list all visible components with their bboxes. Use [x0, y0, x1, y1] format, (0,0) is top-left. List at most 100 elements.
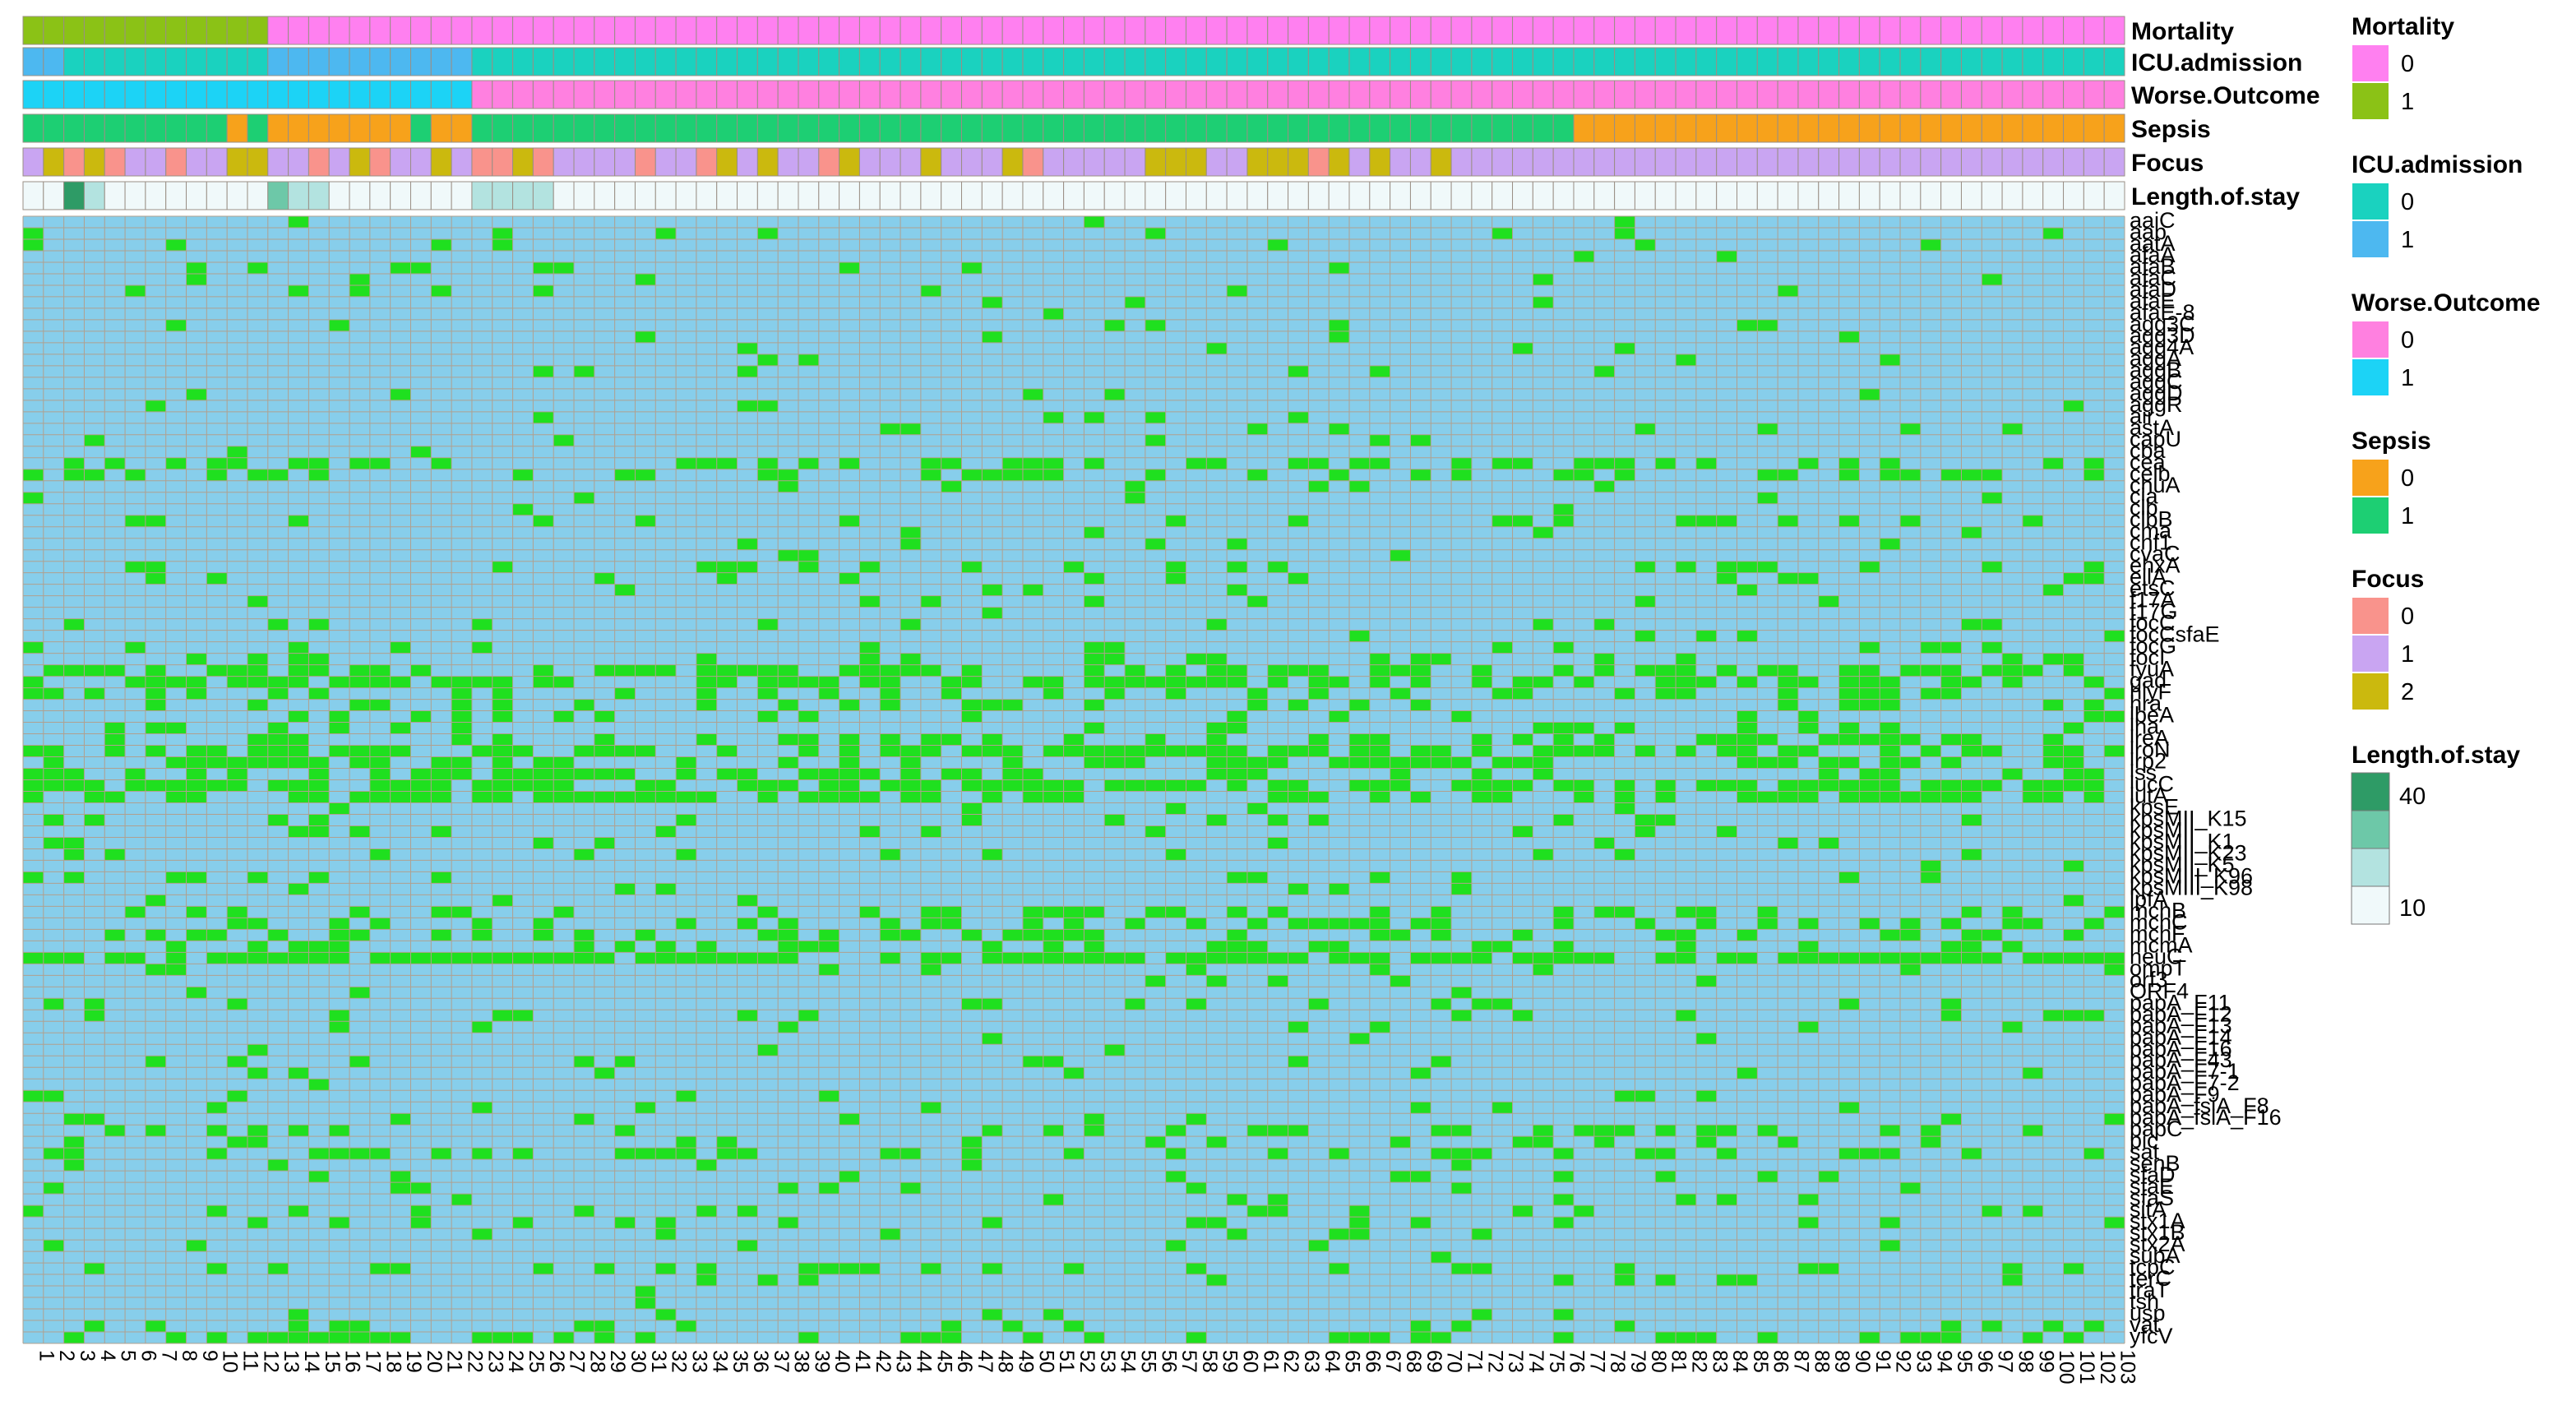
- anno-cell-sepsis: [308, 113, 330, 143]
- anno-cell-focus: [430, 147, 452, 177]
- anno-cell-length-of-stay: [858, 181, 881, 210]
- column-label: 70: [1443, 1350, 1466, 1373]
- heatmap-cell: [1022, 929, 1043, 941]
- column-label: 95: [1953, 1350, 1976, 1373]
- heatmap-cell: [1349, 952, 1370, 964]
- heatmap-cell: [1676, 354, 1696, 366]
- heatmap-cell: [1084, 216, 1105, 228]
- heatmap-cell: [880, 423, 901, 435]
- heatmap-cell: [1329, 319, 1350, 331]
- heatmap-cell: [1797, 676, 1819, 688]
- heatmap-cell: [329, 1125, 350, 1137]
- heatmap-cell: [1655, 1274, 1676, 1287]
- anno-cell-sepsis: [2022, 113, 2044, 143]
- anno-cell-sepsis: [1450, 113, 1473, 143]
- heatmap-cell: [1695, 676, 1717, 688]
- heatmap-cell: [2002, 653, 2023, 665]
- gene-label-clbb: clbB: [2130, 507, 2173, 532]
- gene-label-terc: terC: [2130, 1266, 2171, 1291]
- anno-cell-sepsis: [1288, 113, 1309, 143]
- heatmap-cell: [1022, 388, 1043, 400]
- anno-cell-sepsis: [409, 113, 432, 143]
- heatmap-cell: [145, 699, 166, 711]
- heatmap-cell: [247, 653, 268, 665]
- heatmap-cell: [1267, 814, 1288, 826]
- heatmap-cell: [1471, 745, 1492, 757]
- legend-gradient-step: [2351, 885, 2390, 925]
- column-label: 7: [157, 1350, 180, 1361]
- heatmap-cell: [431, 756, 452, 769]
- column-label: 86: [1769, 1350, 1792, 1373]
- anno-cell-length-of-stay: [145, 181, 167, 210]
- heatmap-cell: [1982, 745, 2003, 757]
- heatmap-cell: [1695, 733, 1717, 746]
- heatmap-cell: [941, 952, 962, 964]
- legend-label: 0: [2401, 465, 2414, 492]
- heatmap-cell: [43, 1240, 64, 1252]
- gene-label-iucc: iucC: [2130, 771, 2174, 796]
- gene-label-foccsfae: focCsfaE: [2130, 622, 2220, 647]
- anno-cell-sepsis: [83, 113, 105, 143]
- column-label: 75: [1545, 1350, 1568, 1373]
- anno-cell-length-of-stay: [1267, 181, 1289, 210]
- anno-cell-mortality: [839, 16, 860, 45]
- anno-cell-worse-outcome: [165, 80, 187, 109]
- heatmap-cell: [451, 756, 472, 769]
- anno-cell-mortality: [1022, 16, 1044, 45]
- heatmap-cell: [410, 779, 432, 792]
- column-label: 79: [1626, 1350, 1649, 1373]
- heatmap-cell: [2063, 1010, 2084, 1022]
- heatmap-cell: [2042, 745, 2064, 757]
- heatmap-cell: [1288, 952, 1309, 964]
- heatmap-cell: [247, 1125, 268, 1137]
- heatmap-cell: [1797, 457, 1819, 469]
- anno-cell-focus: [1614, 147, 1635, 177]
- heatmap-cell: [614, 883, 636, 895]
- heatmap-cell: [696, 561, 717, 573]
- heatmap-cell: [145, 1320, 166, 1333]
- anno-cell-worse-outcome: [186, 80, 207, 109]
- heatmap-cell: [941, 906, 962, 918]
- anno-cell-focus: [1063, 147, 1085, 177]
- heatmap-cell: [1757, 1332, 1778, 1343]
- heatmap-cell: [1838, 515, 1860, 527]
- heatmap-cell: [186, 653, 207, 665]
- heatmap-cell: [2104, 1113, 2125, 1126]
- heatmap-cell: [349, 987, 370, 999]
- anno-label-worse-outcome: Worse.Outcome: [2131, 82, 2320, 109]
- heatmap-cell: [533, 261, 554, 274]
- anno-cell-length-of-stay: [696, 181, 718, 210]
- anno-cell-worse-outcome: [1756, 80, 1778, 109]
- heatmap-cell: [1757, 791, 1778, 803]
- heatmap-cell: [676, 918, 696, 930]
- heatmap-cell: [1288, 457, 1309, 469]
- anno-cell-worse-outcome: [900, 80, 922, 109]
- heatmap-cell: [349, 1148, 370, 1160]
- heatmap-cell: [1246, 1125, 1268, 1137]
- heatmap-cell: [206, 664, 228, 677]
- anno-cell-mortality: [451, 16, 473, 45]
- heatmap-cell: [329, 918, 350, 930]
- anno-cell-length-of-stay: [1043, 181, 1065, 210]
- heatmap-cell: [1104, 319, 1126, 331]
- heatmap-cell: [1227, 584, 1247, 596]
- heatmap-cell: [1961, 779, 1982, 792]
- anno-cell-icu-admission: [737, 47, 758, 76]
- heatmap-cell: [1533, 848, 1554, 861]
- heatmap-cell: [1227, 538, 1247, 550]
- heatmap-cell: [1329, 676, 1350, 688]
- anno-cell-worse-outcome: [430, 80, 452, 109]
- heatmap-cell: [1145, 676, 1166, 688]
- anno-cell-worse-outcome: [349, 80, 371, 109]
- heatmap-cell: [23, 779, 44, 792]
- heatmap-cell: [1900, 791, 1921, 803]
- anno-cell-icu-admission: [63, 47, 85, 76]
- anno-cell-length-of-stay: [1491, 181, 1514, 210]
- heatmap-cell: [737, 342, 758, 354]
- legend-label: 1: [2401, 227, 2414, 253]
- heatmap-cell: [308, 952, 330, 964]
- heatmap-cell: [757, 354, 779, 366]
- heatmap-cell: [1491, 457, 1513, 469]
- anno-cell-mortality: [737, 16, 758, 45]
- gene-label-sita: sitA: [2130, 1197, 2167, 1222]
